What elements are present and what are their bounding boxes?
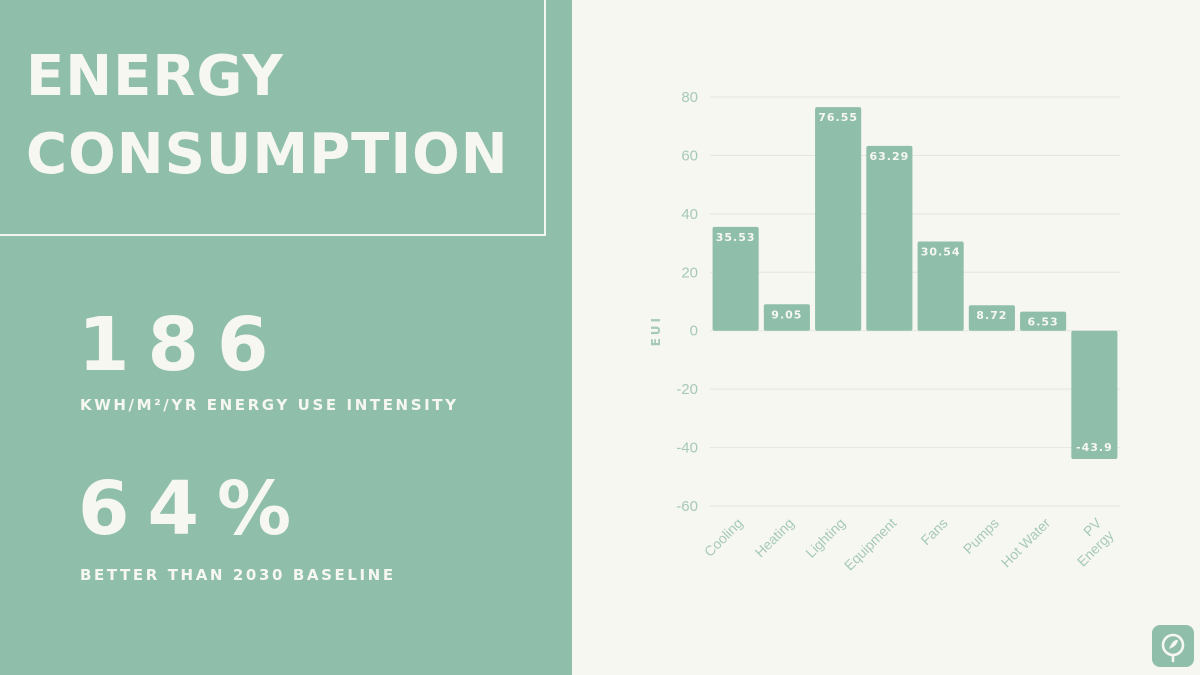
logo: [1152, 625, 1194, 667]
y-axis-title: EUI: [649, 315, 663, 346]
eui-value: 186: [78, 302, 287, 388]
improvement-label: BETTER THAN 2030 BASELINE: [80, 566, 396, 584]
x-category-label: Equipment: [841, 515, 900, 574]
data-label: 35.53: [716, 231, 756, 244]
data-label: 76.55: [818, 111, 858, 124]
bar-hot-water: [1020, 311, 1067, 331]
page-title-line-2: CONSUMPTION: [26, 122, 509, 187]
data-label: 63.29: [869, 150, 909, 163]
y-tick-label: 0: [690, 323, 698, 340]
y-tick-label: -60: [676, 498, 698, 515]
data-label: 8.72: [976, 309, 1007, 322]
left-panel: ENERGY CONSUMPTION 186 KWH/M²/YR ENERGY …: [0, 0, 572, 675]
y-tick-label: -20: [676, 381, 698, 398]
eui-label: KWH/M²/YR ENERGY USE INTENSITY: [80, 396, 459, 414]
bar-equipment: [866, 145, 913, 331]
leaf-icon: [1161, 633, 1185, 663]
bar-pumps: [968, 305, 1015, 331]
eui-bar-chart: 80 60 40 20 0 -20 -40 -60 EUI 35.53 Cooling 9.05 Hea…: [649, 89, 1120, 574]
title-box: ENERGY CONSUMPTION: [0, 0, 546, 236]
data-label: -43.9: [1076, 441, 1113, 454]
x-category-label: PVEnergy: [1062, 514, 1117, 569]
bar-pv-energy: [1071, 330, 1118, 459]
data-label: 6.53: [1028, 316, 1059, 329]
page-title-line-1: ENERGY: [26, 44, 284, 109]
x-category-label: Heating: [752, 515, 797, 560]
y-tick-label: -40: [676, 440, 698, 457]
data-label: 30.54: [921, 245, 961, 258]
bar-cooling: [712, 226, 759, 331]
bar-fans: [917, 241, 964, 331]
y-tick-label: 60: [681, 147, 698, 164]
x-category-label: Lighting: [802, 515, 848, 561]
y-tick-label: 20: [681, 264, 698, 281]
data-label: 9.05: [771, 308, 802, 321]
y-tick-label: 80: [681, 89, 698, 106]
x-category-label: Fans: [917, 515, 950, 548]
y-tick-label: 40: [681, 206, 698, 223]
bar-lighting: [815, 107, 862, 331]
x-category-label: Hot Water: [998, 515, 1054, 571]
improvement-value: 64%: [78, 466, 310, 552]
x-category-label: Cooling: [701, 515, 746, 560]
bar-heating: [763, 304, 810, 331]
x-category-label: Pumps: [960, 515, 1002, 557]
